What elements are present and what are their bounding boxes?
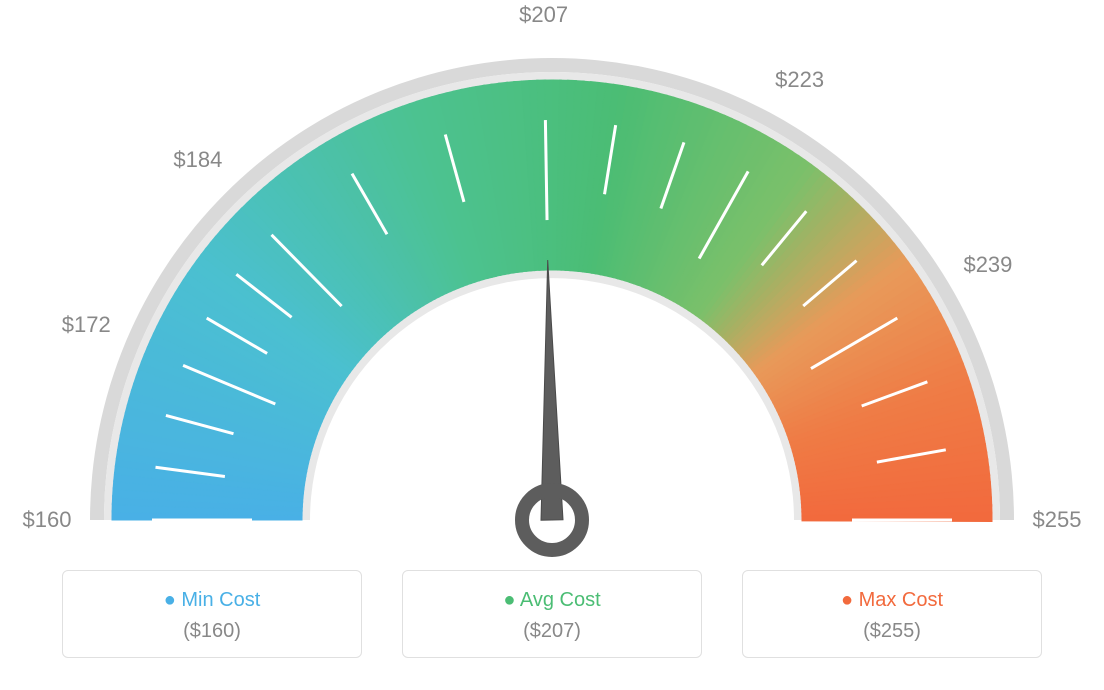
legend-avg-value: ($207) xyxy=(413,620,691,643)
legend-max-value: ($255) xyxy=(753,620,1031,643)
legend-card-max: Max Cost ($255) xyxy=(742,570,1042,658)
gauge-tick xyxy=(545,120,547,220)
legend: Min Cost ($160) Avg Cost ($207) Max Cost… xyxy=(0,570,1104,658)
legend-card-avg: Avg Cost ($207) xyxy=(402,570,702,658)
gauge-svg xyxy=(0,0,1104,560)
gauge-tick-label: $160 xyxy=(23,507,72,533)
legend-max-title: Max Cost xyxy=(753,589,1031,612)
legend-min-title: Min Cost xyxy=(73,589,351,612)
gauge-tick-label: $172 xyxy=(62,312,111,338)
gauge-chart: $160 $172 $184 $207 $223 $239 $255 xyxy=(0,0,1104,560)
legend-min-value: ($160) xyxy=(73,620,351,643)
gauge-needle xyxy=(541,260,563,520)
gauge-tick-label: $223 xyxy=(775,67,824,93)
legend-card-min: Min Cost ($160) xyxy=(62,570,362,658)
gauge-tick-label: $239 xyxy=(963,252,1012,278)
gauge-tick-label: $184 xyxy=(173,147,222,173)
gauge-tick-label: $207 xyxy=(519,2,568,28)
gauge-tick-label: $255 xyxy=(1033,507,1082,533)
legend-avg-title: Avg Cost xyxy=(413,589,691,612)
